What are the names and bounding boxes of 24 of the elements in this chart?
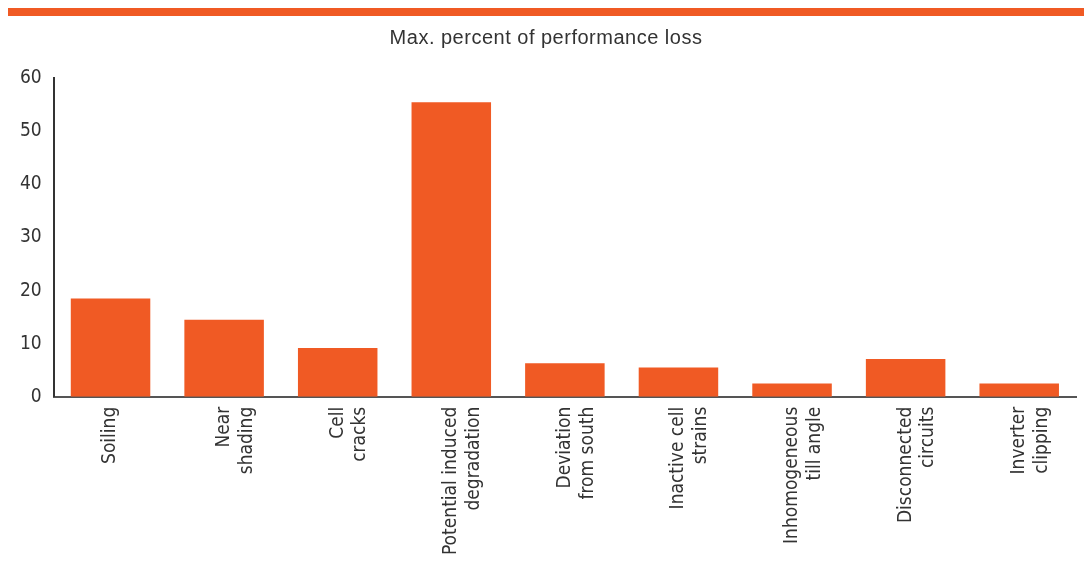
bar xyxy=(297,347,378,397)
y-tick-label: 60 xyxy=(20,65,42,88)
x-tick-label: Near shading xyxy=(211,405,256,475)
x-tick-label: Inactive cell strains xyxy=(665,406,711,510)
bar xyxy=(184,319,264,397)
y-tick-label: 20 xyxy=(20,277,42,300)
x-tick-label: Soiling xyxy=(97,406,120,464)
bar xyxy=(638,367,719,397)
bar xyxy=(70,298,151,397)
bar xyxy=(411,102,492,397)
bar xyxy=(752,383,832,397)
y-tick-label: 0 xyxy=(30,383,42,406)
y-tick-label: 30 xyxy=(20,224,42,247)
y-tick-label: 10 xyxy=(20,330,42,353)
y-tick-label: 50 xyxy=(20,118,42,141)
bar xyxy=(525,363,605,397)
bar xyxy=(979,383,1059,397)
x-tick-label: Disconnected circuits xyxy=(892,406,938,524)
x-tick-label: Cell cracks xyxy=(324,406,370,462)
x-tick-label: Inhomogeneous till angle xyxy=(778,406,824,544)
bar xyxy=(865,359,946,397)
x-tick-label: Inverter clipping xyxy=(1006,405,1051,475)
chart-title: Max. percent of performance loss xyxy=(388,26,704,49)
y-tick-label: 40 xyxy=(20,171,42,194)
